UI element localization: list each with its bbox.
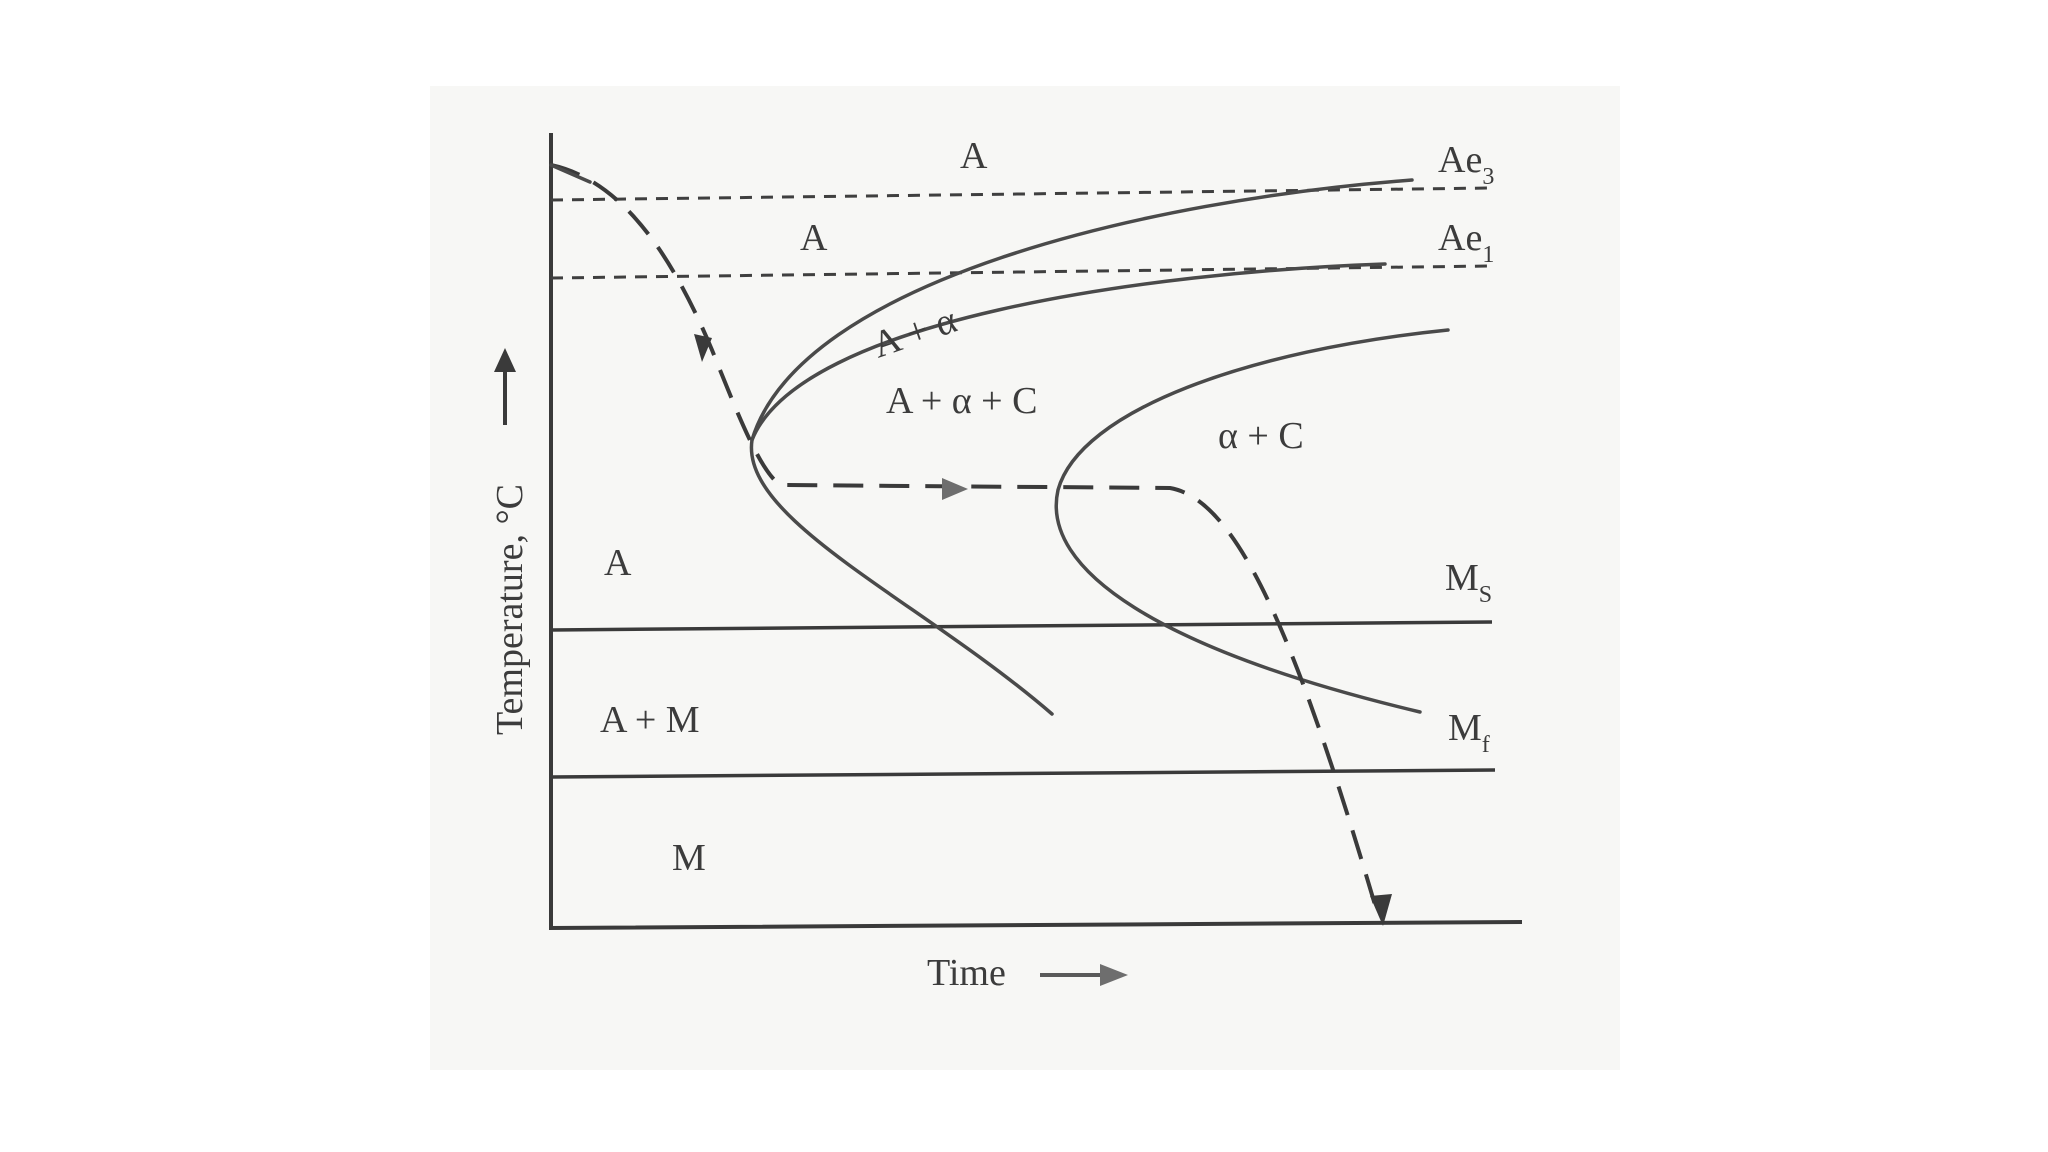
cooling-arrow-1 bbox=[694, 334, 712, 362]
ferrite-carbide-start-curve bbox=[750, 262, 1387, 442]
cooling-path bbox=[550, 163, 1380, 916]
mf-line bbox=[550, 768, 1496, 779]
region-a-left: A bbox=[604, 542, 632, 584]
ae1-label: Ae1 bbox=[1438, 217, 1494, 268]
transformation-start-curve bbox=[749, 178, 1414, 716]
mf-label: Mf bbox=[1448, 707, 1490, 758]
y-axis-title: Temperature, °C bbox=[489, 484, 531, 735]
region-a-alpha-c: A + α + C bbox=[886, 380, 1037, 422]
ae3-label: Ae3 bbox=[1438, 139, 1494, 190]
region-a-between: A bbox=[800, 217, 828, 259]
cooling-arrow-2 bbox=[942, 478, 968, 500]
ms-label: MS bbox=[1445, 557, 1492, 608]
region-a-m: A + M bbox=[600, 699, 700, 741]
region-m: M bbox=[672, 837, 706, 879]
transformation-finish-curve bbox=[1054, 328, 1450, 714]
region-alpha-c: α + C bbox=[1218, 415, 1304, 457]
cooling-arrow-3 bbox=[1370, 894, 1392, 926]
x-axis-arrow-head bbox=[1100, 964, 1128, 986]
ae3-line bbox=[550, 186, 1491, 202]
ms-line bbox=[550, 620, 1493, 632]
axes-frame bbox=[549, 133, 1523, 931]
y-axis-arrow-head bbox=[494, 348, 516, 372]
x-axis-title: Time bbox=[927, 952, 1006, 994]
cooling-path-start bbox=[549, 163, 592, 184]
region-a-top: A bbox=[960, 135, 988, 177]
